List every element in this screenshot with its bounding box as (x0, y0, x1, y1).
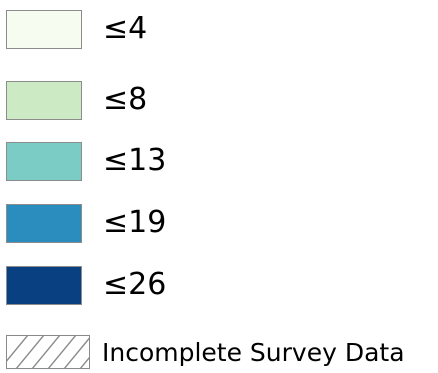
legend-label-4: ≤19 (103, 205, 167, 240)
legend-swatch-2 (6, 80, 82, 120)
legend-label-2: ≤8 (103, 82, 148, 117)
legend-swatch-1 (6, 9, 82, 49)
legend-item-3: ≤13 (6, 139, 166, 183)
legend-item-4: ≤19 (6, 201, 166, 245)
legend-label-incomplete: Incomplete Survey Data (102, 337, 405, 367)
legend-item-1: ≤4 (6, 7, 147, 51)
legend-item-5: ≤26 (6, 263, 166, 307)
legend-item-incomplete: Incomplete Survey Data (6, 334, 405, 370)
legend-swatch-5 (6, 265, 82, 305)
legend-item-2: ≤8 (6, 78, 147, 122)
hatch-pattern-icon (6, 335, 90, 369)
legend-label-1: ≤4 (103, 11, 148, 46)
legend-swatch-3 (6, 141, 82, 181)
legend-label-3: ≤13 (103, 143, 167, 178)
legend-swatch-4 (6, 203, 82, 243)
legend-label-5: ≤26 (103, 267, 167, 302)
